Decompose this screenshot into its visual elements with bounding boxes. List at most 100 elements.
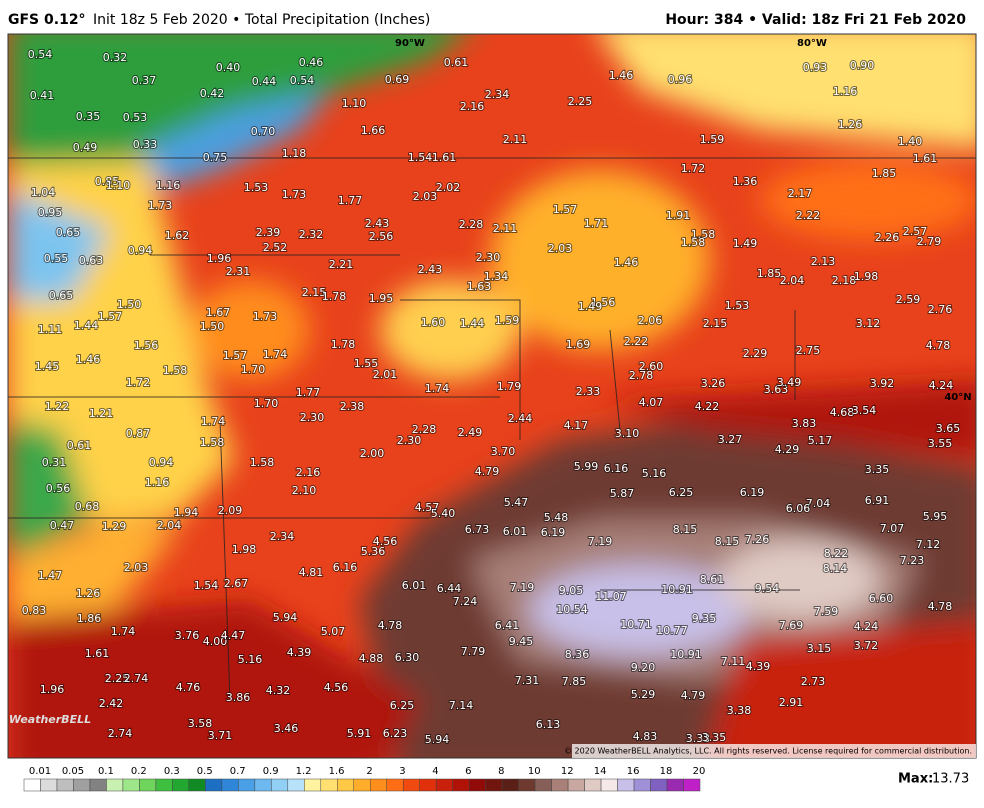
station-value: 2.74 — [108, 727, 133, 740]
station-value: 3.49 — [777, 376, 802, 389]
station-value: 2.10 — [292, 484, 317, 497]
station-value: 1.57 — [553, 203, 578, 216]
station-value: 1.79 — [497, 380, 522, 393]
station-value: 2.79 — [917, 235, 942, 248]
lon-label: 80°W — [797, 38, 827, 49]
station-value: 2.67 — [224, 577, 249, 590]
station-value: 1.67 — [206, 306, 231, 319]
colorbar-cell — [122, 778, 140, 792]
colorbar-tick-label: 3 — [399, 766, 405, 777]
station-value: 1.46 — [609, 69, 634, 82]
station-value: 6.73 — [465, 523, 490, 536]
lat-label: 40°N — [944, 392, 971, 403]
station-value: 9.20 — [631, 661, 656, 674]
station-value: 5.91 — [347, 727, 372, 740]
colorbar-tick-label: 0.05 — [62, 766, 84, 777]
colorbar-cell — [501, 778, 519, 792]
station-value: 0.69 — [385, 73, 410, 86]
station-value: 1.59 — [495, 314, 520, 327]
station-value: 3.70 — [491, 445, 516, 458]
station-value: 1.49 — [733, 237, 758, 250]
station-value: 1.49 — [578, 300, 603, 313]
station-value: 1.62 — [165, 229, 190, 242]
station-value: 6.91 — [865, 494, 890, 507]
colorbar-cell — [419, 778, 437, 792]
station-value: 2.25 — [568, 95, 593, 108]
station-value: 11.07 — [595, 590, 627, 603]
station-value: 3.65 — [936, 422, 961, 435]
station-value: 1.04 — [31, 186, 56, 199]
station-value: 1.50 — [200, 320, 225, 333]
station-value: 0.94 — [149, 456, 174, 469]
colorbar-tick-label: 10 — [528, 766, 541, 777]
station-value: 2.15 — [302, 286, 327, 299]
station-value: 6.23 — [383, 727, 408, 740]
colorbar-cell — [205, 778, 223, 792]
station-value: 2.30 — [300, 411, 325, 424]
max-value: 13.73 — [932, 772, 969, 787]
station-value: 2.43 — [365, 217, 390, 230]
station-value: 2.52 — [263, 241, 288, 254]
station-value: 2.42 — [99, 697, 124, 710]
station-values: 0.54 0.32 0.40 0.46 0.61 1.46 0.96 0.93 0.90 0.41… — [21, 47, 962, 747]
station-value: 3.55 — [928, 437, 953, 450]
colorbar-tick-label: 0.3 — [164, 766, 180, 777]
station-value: 1.58 — [681, 236, 706, 249]
station-value: 5.40 — [431, 507, 456, 520]
colorbar-cell — [386, 778, 404, 792]
valid-time: Hour: 384 • Valid: 18z Fri 21 Feb 2020 — [665, 12, 966, 28]
station-value: 5.07 — [321, 625, 346, 638]
station-value: 0.31 — [42, 456, 67, 469]
colorbar-tick-label: 14 — [594, 766, 607, 777]
station-value: 4.81 — [299, 566, 324, 579]
station-value: 4.78 — [928, 600, 953, 613]
colorbar-cell — [73, 778, 91, 792]
station-value: 2.16 — [296, 466, 321, 479]
colorbar-cell — [617, 778, 635, 792]
colorbar-tick-label: 16 — [627, 766, 640, 777]
station-value: 1.61 — [913, 152, 938, 165]
station-value: 9.35 — [692, 612, 717, 625]
lon-label: 90°W — [395, 38, 425, 49]
station-value: 5.16 — [642, 467, 667, 480]
station-value: 0.54 — [28, 48, 53, 61]
colorbar-cell — [89, 778, 107, 792]
station-value: 9.45 — [509, 635, 534, 648]
station-value: 3.71 — [208, 729, 233, 742]
colorbar-cell — [666, 778, 684, 792]
station-value: 8.61 — [700, 573, 725, 586]
colorbar-tick-label: 1.6 — [329, 766, 345, 777]
station-value: 2.56 — [369, 230, 394, 243]
station-value: 2.26 — [875, 231, 900, 244]
station-value: 0.42 — [200, 87, 225, 100]
station-value: 0.94 — [128, 244, 153, 257]
station-value: 2.30 — [397, 434, 422, 447]
station-value: 1.16 — [156, 179, 181, 192]
map — [8, 34, 976, 758]
station-value: 1.57 — [223, 349, 248, 362]
station-value: 2.15 — [703, 317, 728, 330]
station-value: 0.90 — [850, 59, 875, 72]
station-value: 6.01 — [402, 579, 427, 592]
station-value: 7.24 — [453, 595, 478, 608]
colorbar-cell — [402, 778, 420, 792]
station-value: 4.39 — [746, 660, 771, 673]
station-value: 0.61 — [444, 56, 469, 69]
station-value: 7.07 — [880, 522, 905, 535]
station-value: 1.91 — [666, 209, 691, 222]
station-value: 5.48 — [544, 511, 569, 524]
station-value: 2.16 — [460, 100, 485, 113]
colorbar-cell — [23, 778, 41, 792]
station-value: 0.53 — [123, 111, 148, 124]
station-value: 5.16 — [238, 653, 263, 666]
station-value: 1.21 — [89, 407, 114, 420]
station-value: 3.27 — [718, 433, 743, 446]
station-value: 1.85 — [872, 167, 897, 180]
station-value: 3.58 — [188, 717, 213, 730]
station-value: 10.54 — [556, 603, 588, 616]
station-value: 2.28 — [459, 218, 484, 231]
station-value: 4.88 — [359, 652, 384, 665]
station-value: 1.56 — [134, 339, 159, 352]
station-value: 0.83 — [22, 604, 47, 617]
station-value: 0.37 — [132, 74, 157, 87]
